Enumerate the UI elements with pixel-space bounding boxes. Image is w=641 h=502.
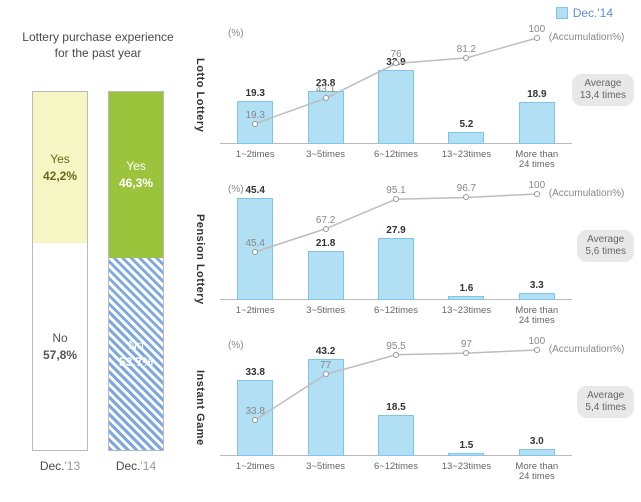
average-badge: Average5,4 times bbox=[577, 386, 634, 418]
category-label: More than24 times bbox=[506, 150, 568, 171]
right-panels: Lotto Lottery(%)19.323.832.95.218.91~2ti… bbox=[198, 26, 630, 494]
category-label: 6~12times bbox=[365, 306, 427, 316]
stacked-bar-1: Yes46,3%No53,7% bbox=[108, 91, 164, 451]
avg-label: Average bbox=[587, 390, 624, 401]
category-label: 1~2times bbox=[224, 150, 286, 160]
acc-point bbox=[323, 371, 329, 377]
plot: (%)33.843.218.51.53.01~2times3~5times6~1… bbox=[220, 344, 572, 456]
stacked-seg: No53,7% bbox=[109, 258, 163, 450]
accumulation-label: (Accumulation%) bbox=[549, 344, 625, 355]
seg-pct: 57,8% bbox=[43, 347, 77, 364]
acc-point bbox=[534, 347, 540, 353]
legend: Dec.'14 bbox=[556, 6, 613, 20]
stacked-bar-0: Yes42,2%No57,8% bbox=[32, 91, 88, 451]
seg-label: Yes bbox=[126, 158, 146, 175]
acc-point bbox=[534, 191, 540, 197]
panel-title: Pension Lottery bbox=[194, 214, 206, 305]
acc-value: 33.8 bbox=[245, 406, 264, 417]
acc-value: 19.3 bbox=[245, 110, 264, 121]
accumulation-line bbox=[220, 188, 572, 300]
panel-1: Pension Lottery(%)45.421.827.91.63.31~2t… bbox=[198, 182, 630, 332]
left-title: Lottery purchase experience for the past… bbox=[8, 30, 188, 61]
acc-value: 100 bbox=[528, 24, 545, 35]
category-label: 1~2times bbox=[224, 462, 286, 472]
category-label: 3~5times bbox=[295, 306, 357, 316]
acc-value: 77 bbox=[320, 360, 331, 371]
acc-value: 95.1 bbox=[386, 185, 405, 196]
category-label: 3~5times bbox=[295, 150, 357, 160]
acc-value: 100 bbox=[528, 336, 545, 347]
seg-pct: 53,7% bbox=[119, 354, 153, 371]
panel-0: Lotto Lottery(%)19.323.832.95.218.91~2ti… bbox=[198, 26, 630, 176]
acc-point bbox=[252, 249, 258, 255]
category-label: 13~23times bbox=[435, 462, 497, 472]
acc-value: 67.2 bbox=[316, 215, 335, 226]
acc-point bbox=[463, 350, 469, 356]
acc-value: 96.7 bbox=[457, 183, 476, 194]
stacked-xlabel: Dec.'13 bbox=[32, 459, 88, 473]
category-label: More than24 times bbox=[506, 306, 568, 327]
acc-value: 95.5 bbox=[386, 341, 405, 352]
legend-swatch bbox=[556, 7, 568, 19]
panel-title: Instant Game bbox=[194, 370, 206, 446]
category-label: 6~12times bbox=[365, 462, 427, 472]
avg-value: 5,4 times bbox=[585, 402, 626, 413]
seg-label: No bbox=[52, 330, 67, 347]
seg-label: Yes bbox=[50, 151, 70, 168]
stacked-xlabels: Dec.'13 Dec.'14 bbox=[8, 459, 188, 473]
stacked-xlabel: Dec.'14 bbox=[108, 459, 164, 473]
avg-label: Average bbox=[584, 78, 621, 89]
stacked-bars: Yes42,2%No57,8%Yes46,3%No53,7% bbox=[8, 71, 188, 451]
left-stacked-chart: Lottery purchase experience for the past… bbox=[8, 30, 188, 473]
accumulation-label: (Accumulation%) bbox=[549, 188, 625, 199]
acc-value: 100 bbox=[528, 180, 545, 191]
acc-point bbox=[463, 55, 469, 61]
category-label: 13~23times bbox=[435, 150, 497, 160]
panel-2: Instant Game(%)33.843.218.51.53.01~2time… bbox=[198, 338, 630, 488]
avg-value: 13,4 times bbox=[580, 90, 626, 101]
acc-value: 43.1 bbox=[316, 84, 335, 95]
category-label: 3~5times bbox=[295, 462, 357, 472]
acc-value: 97 bbox=[461, 339, 472, 350]
legend-label: Dec.'14 bbox=[573, 6, 613, 20]
seg-pct: 46,3% bbox=[119, 175, 153, 192]
acc-point bbox=[323, 226, 329, 232]
category-label: 13~23times bbox=[435, 306, 497, 316]
acc-point bbox=[393, 196, 399, 202]
category-label: More than24 times bbox=[506, 462, 568, 483]
acc-value: 45.4 bbox=[245, 238, 264, 249]
acc-point bbox=[463, 194, 469, 200]
seg-pct: 42,2% bbox=[43, 168, 77, 185]
accumulation-label: (Accumulation%) bbox=[549, 32, 625, 43]
acc-point bbox=[393, 60, 399, 66]
acc-value: 76 bbox=[390, 49, 401, 60]
acc-value: 81.2 bbox=[457, 44, 476, 55]
panel-title: Lotto Lottery bbox=[194, 58, 206, 132]
acc-point bbox=[323, 95, 329, 101]
category-label: 1~2times bbox=[224, 306, 286, 316]
plot: (%)45.421.827.91.63.31~2times3~5times6~1… bbox=[220, 188, 572, 300]
avg-value: 5,6 times bbox=[585, 246, 626, 257]
stacked-seg: Yes42,2% bbox=[33, 92, 87, 243]
average-badge: Average5,6 times bbox=[577, 230, 634, 262]
avg-label: Average bbox=[587, 234, 624, 245]
plot: (%)19.323.832.95.218.91~2times3~5times6~… bbox=[220, 32, 572, 144]
stacked-seg: Yes46,3% bbox=[109, 92, 163, 258]
category-label: 6~12times bbox=[365, 150, 427, 160]
stacked-seg: No57,8% bbox=[33, 243, 87, 450]
acc-point bbox=[252, 121, 258, 127]
acc-point bbox=[534, 35, 540, 41]
acc-point bbox=[393, 352, 399, 358]
accumulation-line bbox=[220, 344, 572, 456]
seg-label: No bbox=[128, 337, 143, 354]
average-badge: Average13,4 times bbox=[572, 74, 634, 106]
acc-point bbox=[252, 417, 258, 423]
